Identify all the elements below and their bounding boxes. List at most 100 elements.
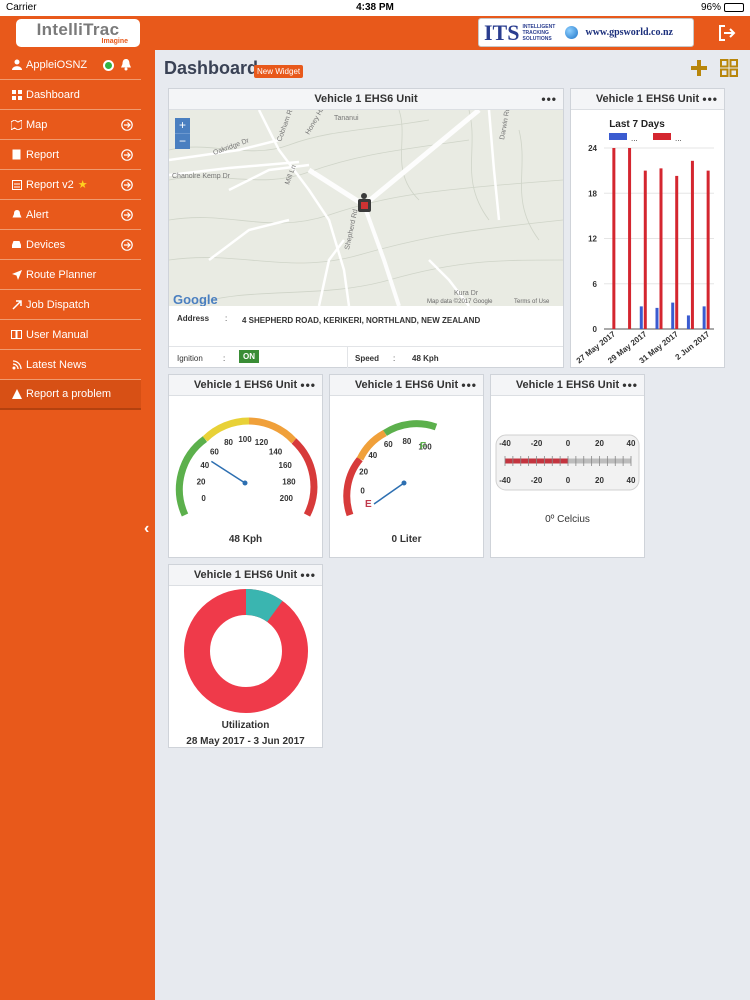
widget-menu-button[interactable]: ••• [541,92,557,106]
fuel-gauge-widget: Vehicle 1 EHS6 Unit ••• 0 20 40 60 80 100 F E… [329,374,484,558]
speed-tick-label: 120 [255,438,269,447]
user-row[interactable]: AppleiOSNZ [0,50,141,80]
temperature-tick-label: 40 [627,476,636,485]
speed-tick-label: 40 [200,461,209,470]
chevron-right-icon[interactable] [121,149,133,161]
bar-series-1[interactable] [702,306,706,329]
legend-label[interactable]: ... [675,134,682,143]
speed-tick-label: 20 [197,477,206,486]
bar-series-2[interactable] [690,160,694,329]
sidebar-item-report-v2[interactable]: Report v2 ★ [0,170,141,200]
location-arrow-icon [11,269,22,280]
legend-label[interactable]: ... [631,134,638,143]
chevron-right-icon[interactable] [121,239,133,251]
bar-series-2[interactable] [612,148,616,329]
logout-icon[interactable] [718,24,736,42]
sidebar-item-route-planner[interactable]: Route Planner [0,260,141,290]
temperature-widget: Vehicle 1 EHS6 Unit ••• -40 -40 -20 -20 0 0 20… [490,374,645,558]
bar-series-1[interactable] [639,306,643,329]
widget-title: Vehicle 1 EHS6 Unit [595,93,700,105]
fuel-empty-marker: E [365,499,372,510]
temperature-tick-label: 20 [595,476,604,485]
bar-series-2[interactable] [643,170,647,329]
chart-title: Last 7 Days [609,119,665,130]
legend-swatch[interactable] [609,133,627,140]
sidebar-item-map[interactable]: Map [0,110,141,140]
y-tick-label: 6 [593,280,598,289]
intellitrac-logo[interactable]: IntelliTrac Imagine [16,19,140,47]
road-label-tananui: Tananui [334,115,359,122]
sidebar-item-report[interactable]: Report [0,140,141,170]
chevron-right-icon[interactable] [121,119,133,131]
status-bar: Carrier 4:38 PM 96% [0,0,750,16]
app-header: IntelliTrac Imagine ITS INTELLIGENT TRAC… [0,16,750,50]
fuel-tick-label: 60 [384,440,393,449]
ignition-status-badge: ON [239,350,259,363]
sidebar-item-label: Latest News [26,358,87,371]
sidebar-item-dashboard[interactable]: Dashboard [0,80,141,110]
bar-series-1[interactable] [686,315,690,329]
notification-bell-icon[interactable] [120,58,132,71]
star-icon: ★ [77,179,88,191]
sidebar-item-report-a-problem[interactable]: Report a problem [0,380,141,410]
collapse-sidebar-icon[interactable]: ‹ [144,520,150,537]
utilization-used-segment [184,589,308,713]
clock: 4:38 PM [356,2,394,13]
road-label-shepherd: Shepherd Rd [344,209,359,251]
sidebar-item-label: Map [26,118,48,131]
sidebar-item-user-manual[interactable]: User Manual [0,320,141,350]
sidebar: AppleiOSNZ Dashboard Map Report Report v2 ★ A… [0,50,155,1000]
bar-series-2[interactable] [706,170,710,329]
widget-menu-button[interactable]: ••• [702,92,718,106]
chart-legend: ...... [609,133,682,143]
page-title: Dashboard [164,58,259,78]
car-icon [11,239,22,250]
map-terms-link[interactable]: Terms of Use [514,299,550,305]
partner-letters: ITS [484,19,520,45]
bar-series-2[interactable] [659,168,663,329]
sidebar-item-job-dispatch[interactable]: Job Dispatch [0,290,141,320]
widget-header: Vehicle 1 EHS6 Unit ••• [169,565,322,586]
widget-header: Vehicle 1 EHS6 Unit ••• [491,375,644,396]
add-widget-icon[interactable] [690,59,708,77]
road-label-honey: Honey Hill [305,110,327,136]
new-widget-button[interactable]: New Widget [254,65,304,78]
speed-tick-label: 160 [279,461,293,470]
bar-series-1[interactable] [655,307,659,329]
zoom-in-button[interactable]: + [175,118,190,134]
zoom-out-button[interactable]: − [178,134,186,148]
sidebar-item-label: Devices [26,238,66,251]
sidebar-nav: AppleiOSNZ Dashboard Map Report Report v2 ★ A… [0,50,141,410]
report-icon [11,179,22,190]
speed-gauge-widget: Vehicle 1 EHS6 Unit ••• 0 20 40 60 80 100 120 1… [168,374,323,558]
dispatch-icon [11,299,22,310]
ignition-colon: : [223,354,226,363]
map-view[interactable]: Cobham Rd Oakridge Dr Chanolre Kemp Dr M… [169,110,563,306]
road-label-oakridge: Oakridge Dr [212,137,250,157]
widget-menu-button[interactable]: ••• [622,378,638,392]
fuel-tick-label: 0 [360,486,365,495]
sidebar-item-label: Job Dispatch [26,298,90,311]
widget-menu-button[interactable]: ••• [300,568,316,582]
sidebar-item-devices[interactable]: Devices [0,230,141,260]
logo-text: IntelliTrac [36,20,120,39]
battery-percent: 96% [700,2,721,13]
bar-series-2[interactable] [628,148,632,329]
sidebar-item-latest-news[interactable]: Latest News [0,350,141,380]
widget-menu-button[interactable]: ••• [461,378,477,392]
sidebar-item-alert[interactable]: Alert [0,200,141,230]
speed-value: 48 Kph [412,354,439,363]
temperature-tick-label: 20 [595,439,604,448]
chevron-right-icon[interactable] [121,209,133,221]
temperature-tick-label: -20 [531,476,543,485]
widget-menu-button[interactable]: ••• [300,378,316,392]
bar-series-1[interactable] [671,302,675,329]
utilization-label: Utilization [221,720,270,731]
vehicle-marker-icon[interactable] [358,193,371,212]
legend-swatch[interactable] [653,133,671,140]
chevron-right-icon[interactable] [121,179,133,191]
widget-header: Vehicle 1 EHS6 Unit ••• [169,89,563,110]
layout-grid-icon[interactable] [720,59,738,77]
bar-series-2[interactable] [675,175,679,329]
